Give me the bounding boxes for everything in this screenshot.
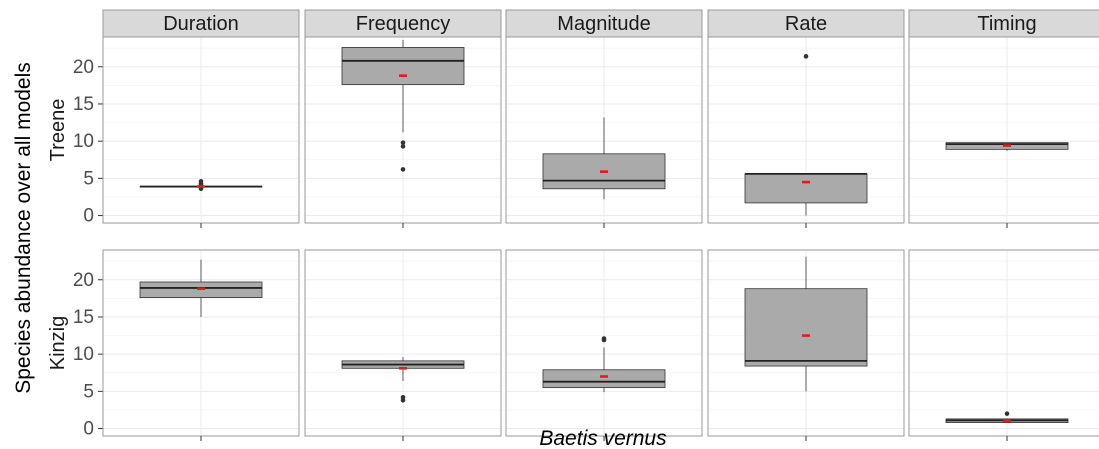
panel-background — [909, 250, 1099, 436]
y-tick-label: 10 — [73, 344, 94, 365]
facet-strip-label: Rate — [785, 13, 827, 35]
outlier-point — [1004, 411, 1010, 416]
facet-strip — [908, 9, 1099, 38]
facet-strip — [707, 9, 905, 38]
outlier-point — [400, 397, 406, 403]
y-tick-label: 0 — [83, 419, 94, 440]
outlier-point — [803, 54, 809, 59]
y-tick-label: 20 — [73, 270, 94, 291]
facet-strip — [102, 9, 300, 38]
y-tick-label: 5 — [83, 381, 94, 402]
outlier-point — [198, 179, 204, 184]
facet-strip-label: Magnitude — [557, 13, 650, 35]
outlier-point — [601, 336, 607, 341]
facet-strip — [505, 9, 703, 38]
box-iqr — [341, 47, 465, 86]
y-tick-label: 0 — [83, 206, 94, 227]
facet-strip-label: Frequency — [356, 13, 451, 35]
y-tick-label: 10 — [73, 131, 94, 152]
y-tick-label: 5 — [83, 168, 94, 189]
panels-layer: Treene 0 5 10 15 20 Duration Frequency Magnitude… — [47, 9, 1099, 441]
row-strip-label: Kinzig — [47, 316, 69, 370]
facet-strip — [304, 9, 502, 38]
box-iqr — [744, 173, 868, 204]
outlier-point — [400, 140, 406, 145]
y-tick-label: 15 — [73, 94, 94, 115]
x-axis-title: Baetis vernus — [539, 427, 667, 449]
y-tick-label: 20 — [73, 57, 94, 78]
box-iqr — [542, 369, 666, 389]
outlier-point — [400, 144, 406, 149]
row-strip-label: Treene — [47, 99, 69, 162]
y-tick-label: 15 — [73, 307, 94, 328]
panel-background — [909, 37, 1099, 223]
facet-strip-label: Duration — [163, 13, 239, 35]
box-iqr — [744, 288, 868, 367]
facet-strip-label: Timing — [977, 13, 1036, 35]
y-axis-title: Species abundance over all models — [12, 62, 35, 394]
outlier-point — [400, 167, 406, 172]
